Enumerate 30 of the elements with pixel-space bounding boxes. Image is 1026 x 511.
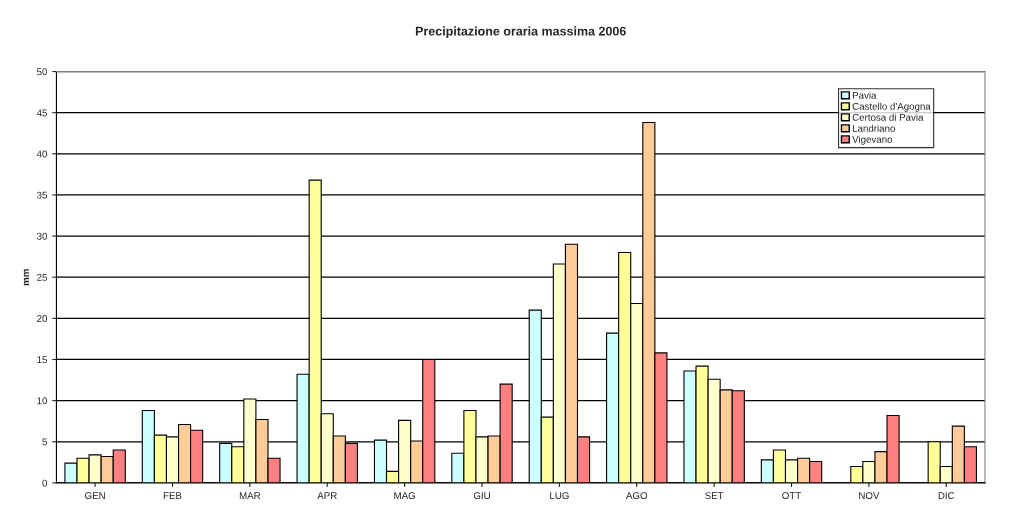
y-tick-label: 15 [37,356,47,364]
x-tick-label: AGO [625,492,648,500]
legend-label: Castello d'Agogna [852,102,931,112]
legend-label: Vigevano [852,135,893,145]
y-tick-label: 40 [36,150,48,158]
chart-title: Precipitazione oraria massima 2006 [415,26,626,39]
y-tick-label: 20 [37,315,48,322]
y-tick-label: 45 [36,109,47,117]
x-tick-label: MAR [239,492,261,499]
y-tick-label: 35 [36,191,47,199]
y-tick-label: 30 [36,232,48,240]
legend-label: Pavia [852,91,877,99]
x-tick-label: DIC [938,492,955,500]
x-tick-label: GEN [85,492,105,500]
x-tick-label: MAG [394,492,415,500]
y-tick-label: 25 [37,273,47,281]
legend-label: Landriano [852,124,895,132]
x-tick-label: FEB [163,492,182,499]
x-tick-label: NOV [859,492,880,500]
x-tick-label: GIU [473,492,490,500]
y-tick-label: 10 [37,397,48,405]
x-tick-label: SET [705,492,724,500]
x-tick-label: OTT [782,492,802,500]
y-tick-label: 5 [42,438,47,446]
legend-label: Certosa di Pavia [852,113,924,121]
x-tick-label: APR [317,492,337,499]
y-tick-label: 0 [42,479,48,487]
y-tick-label: 50 [36,68,48,76]
x-tick-label: LUG [550,492,569,500]
y-axis-title: mm [23,269,30,286]
